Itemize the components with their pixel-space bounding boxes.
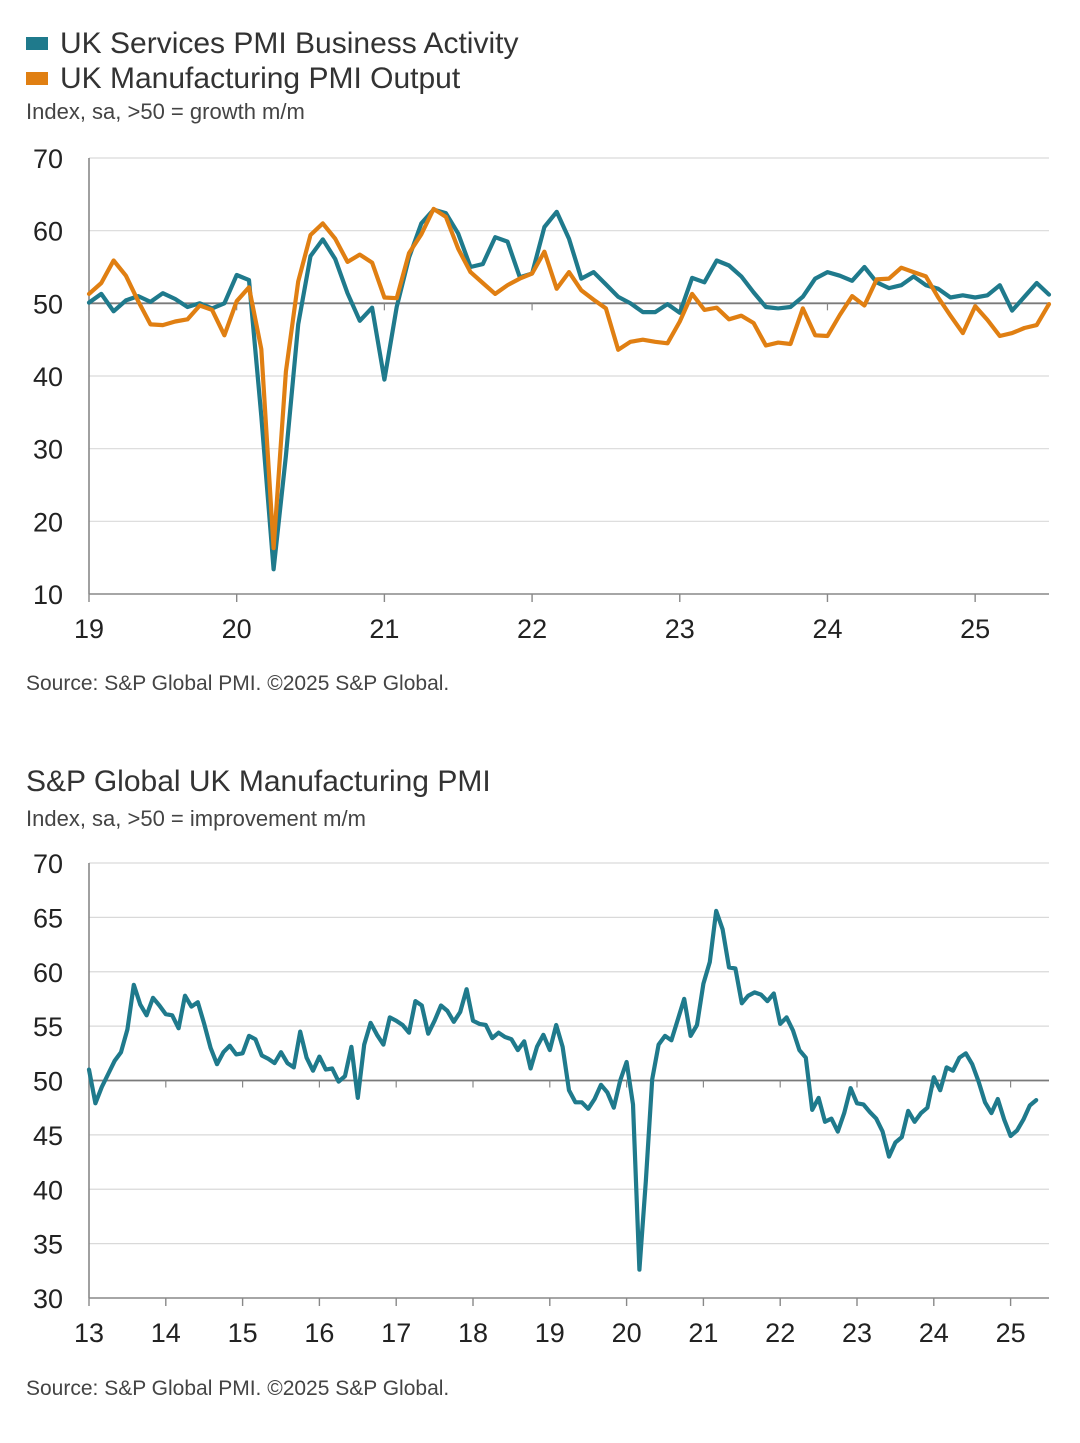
y-tick-label: 70 [33,144,63,174]
chart-panel-2: S&P Global UK Manufacturing PMI Index, s… [0,755,1080,1415]
x-tick-label: 24 [812,614,842,644]
y-tick-label: 30 [33,435,63,465]
chart-1-plot: 10 20 30 40 50 60 70 19 20 21 22 23 24 25 [33,144,1052,644]
x-tick-label: 20 [612,1318,642,1348]
chart-1-source: Source: S&P Global PMI. ©2025 S&P Global… [26,672,450,695]
chart-2-plot: 30 35 40 45 50 55 60 65 70 13 14 15 16 17 18 19 20 21 22 23… [33,849,1049,1348]
y-tick-label: 60 [33,958,63,988]
x-tick-label: 20 [222,614,252,644]
legend-item-manufacturing-output: UK Manufacturing PMI Output [26,61,518,96]
chart-panel-1: UK Services PMI Business Activity UK Man… [0,0,1080,710]
y-tick-label: 40 [33,1175,63,1205]
y-tick-label: 50 [33,289,63,319]
x-tick-label: 14 [151,1318,181,1348]
x-tick-label: 22 [517,614,547,644]
x-tick-label: 25 [996,1318,1026,1348]
chart-2-title: S&P Global UK Manufacturing PMI [26,765,491,798]
y-tick-label: 20 [33,507,63,537]
x-tick-label: 19 [74,614,104,644]
series-line-1 [86,207,1052,572]
x-tick-label: 24 [919,1318,949,1348]
series-line-1 [86,908,1039,1272]
y-tick-label: 60 [33,217,63,247]
chart-2-source: Source: S&P Global PMI. ©2025 S&P Global… [26,1377,450,1400]
chart-2-subtitle: Index, sa, >50 = improvement m/m [26,806,366,831]
x-tick-label: 17 [381,1318,411,1348]
y-tick-label: 65 [33,903,63,933]
y-tick-label: 55 [33,1012,63,1042]
x-tick-label: 21 [369,614,399,644]
legend-swatch-services [26,37,48,50]
legend-1: UK Services PMI Business Activity UK Man… [26,26,518,96]
y-tick-label: 10 [33,580,63,610]
y-tick-label: 30 [33,1284,63,1314]
x-tick-label: 23 [665,614,695,644]
x-tick-label: 15 [228,1318,258,1348]
legend-swatch-manufacturing-output [26,72,48,85]
x-tick-label: 25 [960,614,990,644]
x-tick-label: 16 [304,1318,334,1348]
x-tick-label: 23 [842,1318,872,1348]
y-tick-label: 45 [33,1121,63,1151]
y-tick-label: 70 [33,849,63,879]
y-tick-label: 35 [33,1230,63,1260]
legend-item-services: UK Services PMI Business Activity [26,26,518,61]
x-tick-label: 22 [765,1318,795,1348]
x-tick-label: 19 [535,1318,565,1348]
chart-1-subtitle: Index, sa, >50 = growth m/m [26,99,305,124]
x-tick-label: 13 [74,1318,104,1348]
x-tick-label: 21 [688,1318,718,1348]
y-tick-label: 50 [33,1067,63,1097]
series-line-2 [86,206,1052,551]
legend-label-services: UK Services PMI Business Activity [60,26,519,60]
y-tick-label: 40 [33,362,63,392]
x-tick-label: 18 [458,1318,488,1348]
legend-label-manufacturing-output: UK Manufacturing PMI Output [60,61,461,95]
